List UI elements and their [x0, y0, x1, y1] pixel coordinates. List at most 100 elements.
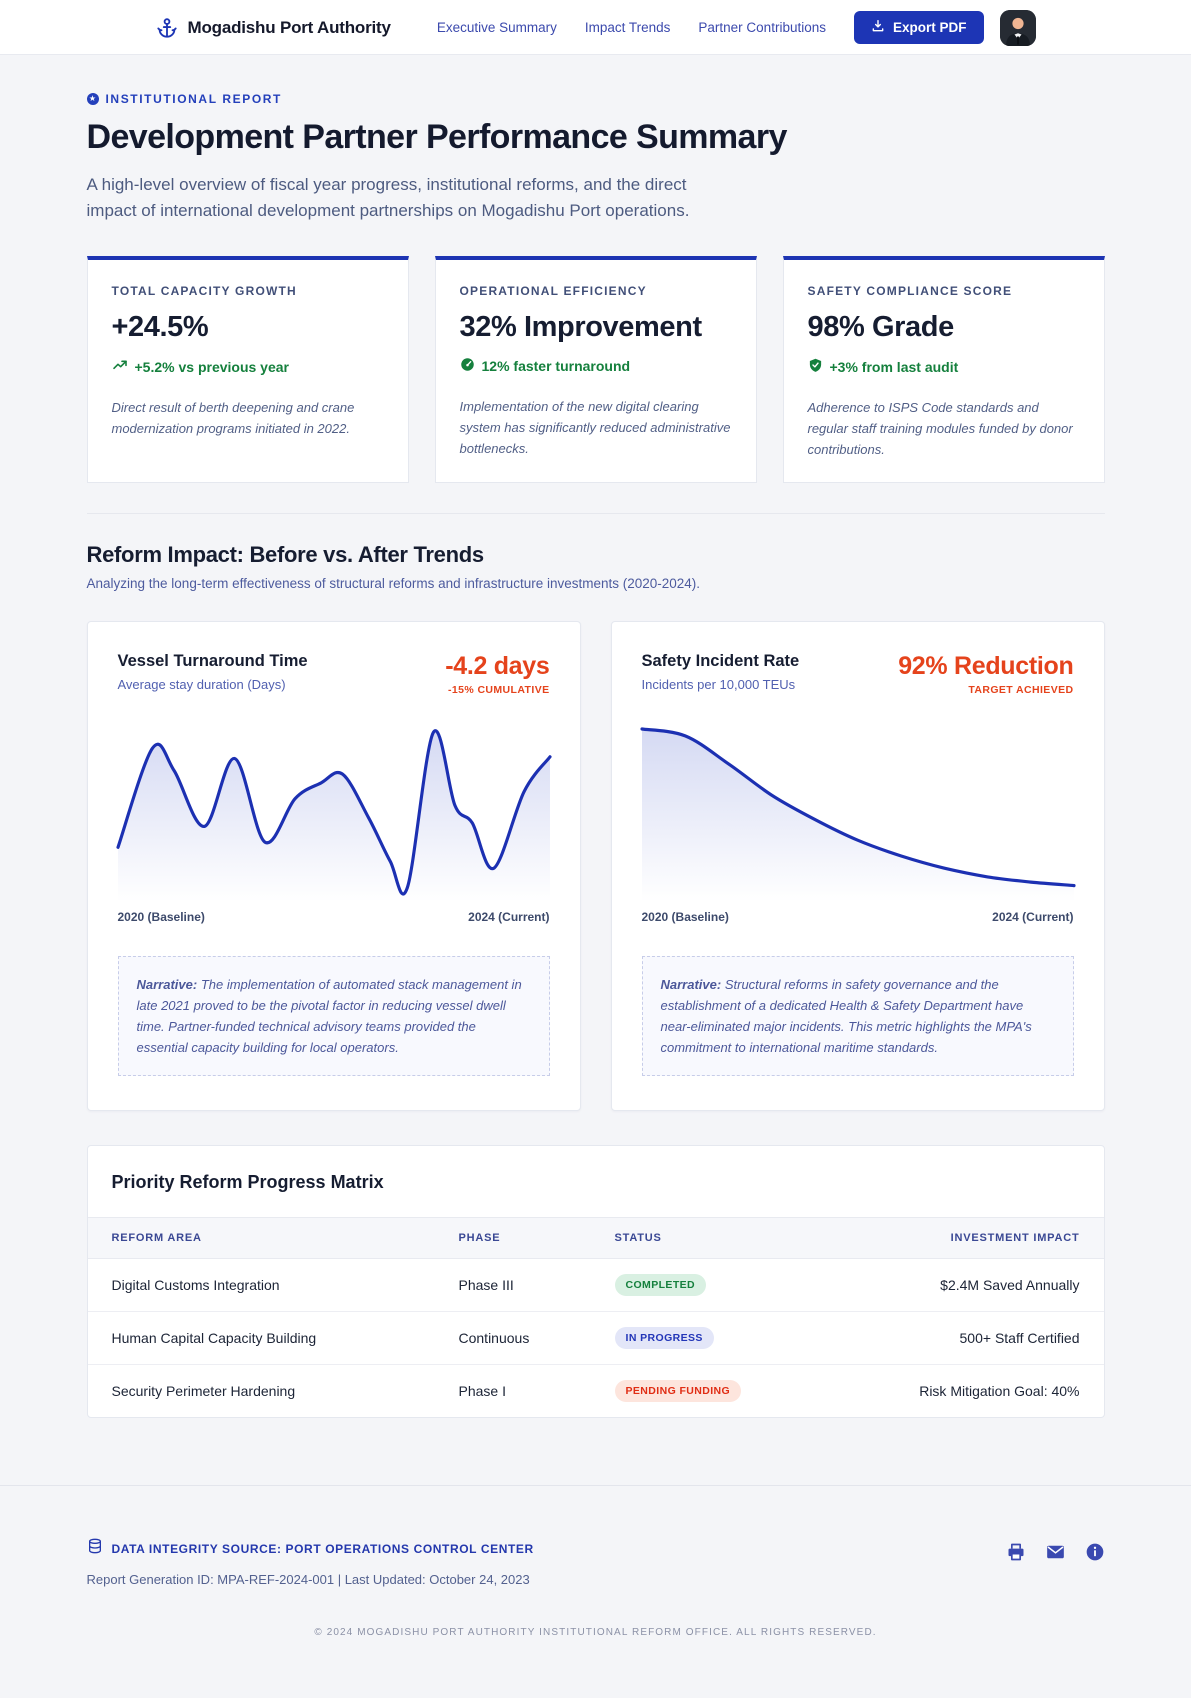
cell-impact: Risk Mitigation Goal: 40% — [919, 1383, 1080, 1399]
copyright-text: © 2024 MOGADISHU PORT AUTHORITY INSTITUT… — [314, 1627, 877, 1638]
chart-ylabel: Incidents per 10,000 TEUs — [641, 677, 796, 692]
cell-phase: Continuous — [458, 1330, 530, 1346]
kpi-label: SAFETY COMPLIANCE SCORE — [807, 284, 1013, 298]
cell-phase: Phase III — [458, 1277, 514, 1293]
gauge-icon — [460, 357, 475, 375]
x-tick-current: 2024 (Current) — [992, 910, 1074, 924]
print-icon[interactable] — [1006, 1542, 1026, 1562]
narrative-text: Structural reforms in safety governance … — [660, 977, 1032, 1055]
chart-card-turnaround: Vessel Turnaround Time Average stay dura… — [86, 621, 581, 1111]
trends-section-title: Reform Impact: Before vs. After Trends — [86, 542, 485, 567]
status-badge: IN PROGRESS — [614, 1327, 714, 1349]
col-phase: PHASE — [458, 1232, 501, 1244]
report-eyebrow: ★ INSTITUTIONAL REPORT — [86, 92, 1105, 106]
narrative-label: Narrative: — [660, 977, 722, 992]
reform-matrix-card: Priority Reform Progress Matrix REFORM A… — [86, 1145, 1105, 1418]
chart-title: Vessel Turnaround Time — [117, 652, 308, 670]
trends-section-header: Reform Impact: Before vs. After Trends A… — [87, 514, 1105, 591]
kpi-card-efficiency: OPERATIONAL EFFICIENCY 32% Improvement 1… — [434, 256, 757, 483]
col-investment-impact: INVESTMENT IMPACT — [950, 1232, 1080, 1244]
trend-charts: Vessel Turnaround Time Average stay dura… — [86, 621, 1105, 1111]
cell-impact: $2.4M Saved Annually — [940, 1277, 1080, 1293]
chart-narrative: Narrative: Structural reforms in safety … — [641, 956, 1074, 1076]
brand: Mogadishu Port Authority — [156, 17, 391, 39]
chart-highlight-note: TARGET ACHIEVED — [968, 684, 1074, 696]
chart-highlight-value: 92% Reduction — [898, 652, 1074, 680]
top-bar: Mogadishu Port Authority Executive Summa… — [0, 0, 1191, 55]
kpi-label: OPERATIONAL EFFICIENCY — [459, 284, 647, 298]
table-row: Security Perimeter Hardening Phase I PEN… — [88, 1365, 1104, 1417]
matrix-header-row: REFORM AREA PHASE STATUS INVESTMENT IMPA… — [87, 1217, 1104, 1259]
report-main: ★ INSTITUTIONAL REPORT Development Partn… — [86, 55, 1105, 1418]
kpi-value: +24.5% — [111, 311, 209, 343]
trends-section-subtitle: Analyzing the long-term effectiveness of… — [86, 576, 701, 591]
kpi-note: Adherence to ISPS Code standards and reg… — [807, 400, 1073, 457]
mail-icon[interactable] — [1045, 1542, 1066, 1562]
chart-highlight-note: -15% CUMULATIVE — [448, 684, 550, 696]
nav-executive-summary[interactable]: Executive Summary — [436, 20, 557, 35]
kpi-cards: TOTAL CAPACITY GROWTH +24.5% +5.2% vs pr… — [86, 256, 1105, 483]
trending-up-icon — [112, 357, 128, 376]
kpi-note: Direct result of berth deepening and cra… — [111, 400, 355, 436]
chart-title: Safety Incident Rate — [641, 652, 800, 670]
nav-partner-contributions[interactable]: Partner Contributions — [698, 20, 826, 35]
kpi-trend-label: +3% from last audit — [829, 358, 959, 375]
chart-ylabel: Average stay duration (Days) — [117, 677, 286, 692]
status-badge: COMPLETED — [614, 1274, 707, 1296]
user-avatar[interactable] — [999, 9, 1036, 46]
table-row: Human Capital Capacity Building Continuo… — [87, 1312, 1104, 1365]
col-status: STATUS — [614, 1232, 662, 1244]
database-icon — [87, 1538, 103, 1559]
main-nav: Executive Summary Impact Trends Partner … — [437, 20, 826, 35]
shield-check-icon — [808, 357, 823, 376]
narrative-label: Narrative: — [136, 977, 198, 992]
download-icon — [871, 19, 885, 36]
turnaround-line-chart — [115, 729, 552, 902]
cell-reform-area: Human Capital Capacity Building — [111, 1330, 317, 1346]
chart-highlight-value: -4.2 days — [445, 652, 550, 680]
page-footer: DATA INTEGRITY SOURCE: PORT OPERATIONS C… — [0, 1485, 1191, 1698]
kpi-value: 98% Grade — [807, 311, 955, 343]
kpi-trend: +3% from last audit — [808, 357, 1080, 376]
cell-phase: Phase I — [458, 1383, 506, 1399]
page-subtitle: A high-level overview of fiscal year pro… — [86, 175, 690, 220]
info-icon[interactable] — [1085, 1542, 1105, 1562]
status-badge: PENDING FUNDING — [614, 1380, 742, 1402]
eyebrow-label: INSTITUTIONAL REPORT — [105, 92, 282, 106]
export-pdf-label: Export PDF — [892, 20, 967, 35]
hero-section: ★ INSTITUTIONAL REPORT Development Partn… — [86, 55, 1105, 224]
narrative-text: The implementation of automated stack ma… — [136, 977, 522, 1055]
kpi-label: TOTAL CAPACITY GROWTH — [111, 284, 297, 298]
kpi-trend-label: 12% faster turnaround — [481, 358, 631, 374]
brand-name: Mogadishu Port Authority — [187, 17, 391, 37]
x-tick-current: 2024 (Current) — [468, 910, 550, 924]
matrix-title: Priority Reform Progress Matrix — [111, 1172, 384, 1192]
x-tick-baseline: 2020 (Baseline) — [641, 910, 729, 924]
kpi-trend: +5.2% vs previous year — [112, 357, 384, 376]
chart-narrative: Narrative: The implementation of automat… — [117, 956, 550, 1076]
footer-source-block: DATA INTEGRITY SOURCE: PORT OPERATIONS C… — [87, 1538, 534, 1587]
nav-impact-trends[interactable]: Impact Trends — [584, 20, 671, 35]
section-divider — [86, 513, 1105, 514]
x-tick-baseline: 2020 (Baseline) — [117, 910, 205, 924]
kpi-card-safety: SAFETY COMPLIANCE SCORE 98% Grade +3% fr… — [782, 256, 1105, 483]
safety-line-chart — [639, 727, 1076, 902]
footer-source-label: DATA INTEGRITY SOURCE: PORT OPERATIONS C… — [111, 1541, 534, 1556]
chart-card-safety: Safety Incident Rate Incidents per 10,00… — [610, 621, 1105, 1111]
footer-actions — [1006, 1538, 1105, 1562]
cell-impact: 500+ Staff Certified — [959, 1330, 1080, 1346]
kpi-card-capacity: TOTAL CAPACITY GROWTH +24.5% +5.2% vs pr… — [86, 256, 409, 483]
kpi-trend-label: +5.2% vs previous year — [134, 358, 290, 375]
report-seal-icon: ★ — [86, 93, 99, 105]
kpi-value: 32% Improvement — [459, 311, 703, 343]
export-pdf-button[interactable]: Export PDF — [853, 11, 984, 44]
col-reform-area: REFORM AREA — [111, 1232, 202, 1244]
cell-reform-area: Digital Customs Integration — [111, 1277, 280, 1293]
cell-reform-area: Security Perimeter Hardening — [111, 1383, 296, 1399]
kpi-trend: 12% faster turnaround — [460, 357, 732, 375]
table-row: Digital Customs Integration Phase III CO… — [87, 1259, 1104, 1312]
footer-meta: Report Generation ID: MPA-REF-2024-001 |… — [86, 1572, 530, 1587]
anchor-icon — [156, 17, 178, 39]
kpi-note: Implementation of the new digital cleari… — [459, 399, 731, 456]
page-title: Development Partner Performance Summary — [86, 118, 788, 156]
